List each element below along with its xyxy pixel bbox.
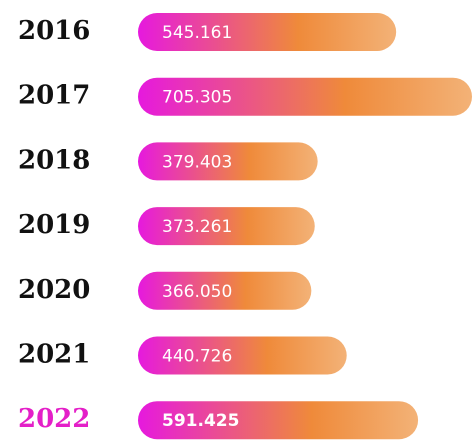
bar <box>138 271 312 310</box>
value-label: 366.050 <box>162 282 232 302</box>
bar <box>138 401 419 440</box>
category-label: 2016 <box>18 16 90 46</box>
value-label: 379.403 <box>162 152 232 172</box>
value-label: 373.261 <box>162 217 232 237</box>
category-label: 2022 <box>18 404 90 434</box>
value-label: 440.726 <box>162 347 232 367</box>
value-label: 591.425 <box>162 411 239 431</box>
category-label: 2019 <box>18 210 90 240</box>
category-label: 2018 <box>18 145 90 175</box>
value-label: 545.161 <box>162 23 232 43</box>
category-label: 2017 <box>18 81 90 111</box>
bar <box>138 77 472 116</box>
value-label: 705.305 <box>162 88 232 108</box>
category-label: 2020 <box>18 275 90 305</box>
bar <box>138 13 397 51</box>
bar <box>138 207 315 246</box>
category-label: 2021 <box>18 340 90 370</box>
bar <box>138 142 318 181</box>
bar <box>138 336 347 375</box>
